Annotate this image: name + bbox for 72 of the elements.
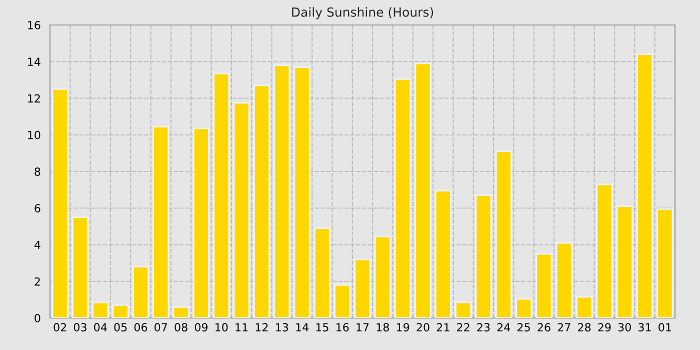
x-tick-label: 24 xyxy=(497,323,510,332)
bar xyxy=(253,84,270,318)
bar xyxy=(172,306,190,318)
x-tick-label: 28 xyxy=(578,323,591,332)
chart-title: Daily Sunshine (Hours) xyxy=(292,7,434,20)
bar xyxy=(374,236,391,318)
x-tick-label: 10 xyxy=(216,323,228,332)
x-tick-label: 14 xyxy=(296,323,308,332)
bar xyxy=(274,64,290,318)
x-tick-label: 25 xyxy=(518,323,530,332)
y-tick-label: 4 xyxy=(34,240,40,249)
bar xyxy=(92,302,109,318)
x-tick-label: 03 xyxy=(74,323,86,332)
bar xyxy=(516,298,532,318)
x-tick-label: 06 xyxy=(134,323,148,332)
x-tick-label: 01 xyxy=(658,323,671,332)
x-tick-label: 20 xyxy=(416,323,430,332)
bar xyxy=(656,208,674,318)
bar xyxy=(475,194,492,318)
bar xyxy=(394,78,412,318)
bar xyxy=(556,242,572,318)
x-tick-label: 15 xyxy=(316,323,328,332)
x-tick-label: 29 xyxy=(598,323,611,332)
y-tick-label: 16 xyxy=(28,20,40,30)
x-tick-label: 27 xyxy=(558,323,570,332)
bar xyxy=(213,72,230,318)
x-tick-label: 05 xyxy=(114,323,127,332)
bar xyxy=(495,150,512,318)
x-tick-label: 09 xyxy=(194,323,208,332)
bar xyxy=(52,88,68,318)
y-tick-label: 6 xyxy=(34,204,40,213)
bar xyxy=(294,66,310,318)
x-tick-label: 17 xyxy=(356,323,369,332)
bar xyxy=(132,266,149,318)
bar xyxy=(314,228,330,318)
x-tick-label: 23 xyxy=(477,323,490,332)
x-tick-label: 21 xyxy=(436,323,450,332)
bar xyxy=(414,62,432,318)
x-tick-label: 19 xyxy=(396,323,410,332)
y-tick-label: 2 xyxy=(34,277,40,286)
x-tick-label: 18 xyxy=(376,323,389,332)
bar xyxy=(354,258,371,318)
x-tick-label: 07 xyxy=(154,323,168,332)
bar xyxy=(536,253,552,318)
x-tick-label: 11 xyxy=(236,323,248,332)
x-tick-label: 02 xyxy=(54,323,66,332)
x-tick-label: 16 xyxy=(336,323,349,332)
y-tick-label: 0 xyxy=(34,314,40,322)
bar xyxy=(616,206,633,318)
y-tick-label: 10 xyxy=(28,130,40,140)
x-tick-label: 04 xyxy=(94,323,107,332)
x-tick-label: 12 xyxy=(256,323,268,332)
x-tick-label: 31 xyxy=(638,323,651,332)
bar xyxy=(334,284,351,318)
bar xyxy=(576,296,593,318)
x-tick-label: 26 xyxy=(538,323,550,332)
bar xyxy=(72,216,88,318)
x-tick-label: 30 xyxy=(618,323,631,332)
y-tick-label: 12 xyxy=(28,94,40,102)
x-tick-label: 08 xyxy=(174,323,188,332)
x-tick-label: 13 xyxy=(276,323,288,332)
bar xyxy=(233,102,250,318)
bar xyxy=(434,190,452,318)
y-tick-label: 14 xyxy=(28,58,40,66)
bar xyxy=(112,304,129,318)
bar xyxy=(596,184,613,318)
x-tick-label: 22 xyxy=(457,323,470,332)
bar xyxy=(192,128,210,318)
y-tick-label: 8 xyxy=(34,167,40,176)
bar xyxy=(152,126,170,318)
bar xyxy=(636,54,654,318)
bar xyxy=(455,302,472,318)
